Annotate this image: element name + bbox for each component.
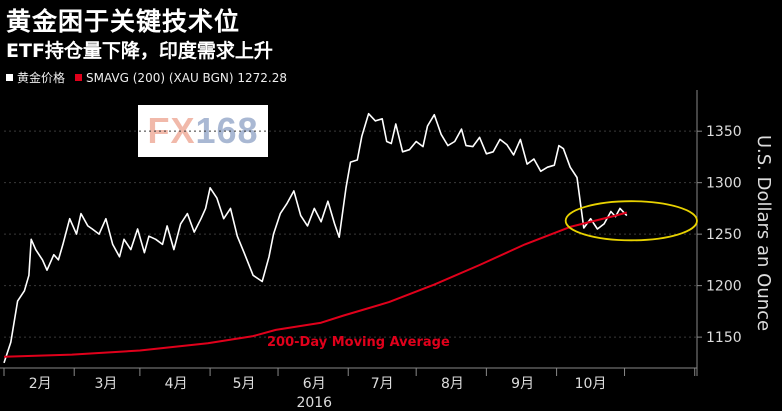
y-axis-label: U.S. Dollars an Ounce: [753, 135, 774, 331]
logo-fx-text: FX: [147, 110, 196, 151]
legend-sma-swatch: [75, 74, 83, 81]
y-tick-label-1350: 1350: [706, 124, 742, 140]
sma-annotation: 200-Day Moving Average: [267, 335, 450, 350]
gold-price-line: [3, 112, 628, 364]
x-tick-label-2: 4月: [165, 376, 188, 392]
y-tick-label-1250: 1250: [706, 227, 742, 243]
logo-number-text: 168: [195, 110, 259, 151]
x-tick-label-4: 6月: [303, 376, 326, 392]
legend: 黄金价格 SMAVG (200) (XAU BGN) 1272.28: [6, 69, 287, 86]
x-tick-label-6: 8月: [441, 376, 464, 392]
x-tick-label-3: 5月: [233, 376, 256, 392]
x-tick-label-1: 3月: [94, 376, 117, 392]
chart-subtitle: ETF持仓量下降，印度需求上升: [6, 40, 273, 62]
fx168-logo: FX 168: [138, 105, 268, 157]
sma-200-line: [3, 211, 628, 358]
legend-gold-label: 黄金价格: [17, 71, 66, 85]
x-year-label: 2016: [296, 395, 332, 411]
x-tick-label-7: 9月: [511, 376, 534, 392]
legend-gold-swatch: [6, 74, 13, 81]
x-tick-label-0: 2月: [29, 376, 52, 392]
x-tick-label-5: 7月: [371, 376, 394, 392]
highlight-ellipse: [564, 200, 698, 242]
legend-sma-label: SMAVG (200) (XAU BGN) 1272.28: [86, 70, 287, 85]
y-tick-label-1200: 1200: [706, 279, 742, 295]
y-tick-label-1150: 1150: [706, 330, 742, 346]
y-tick-label-1300: 1300: [706, 176, 742, 192]
chart-title: 黄金困于关键技术位: [6, 7, 241, 36]
x-tick-label-8: 10月: [575, 376, 607, 392]
